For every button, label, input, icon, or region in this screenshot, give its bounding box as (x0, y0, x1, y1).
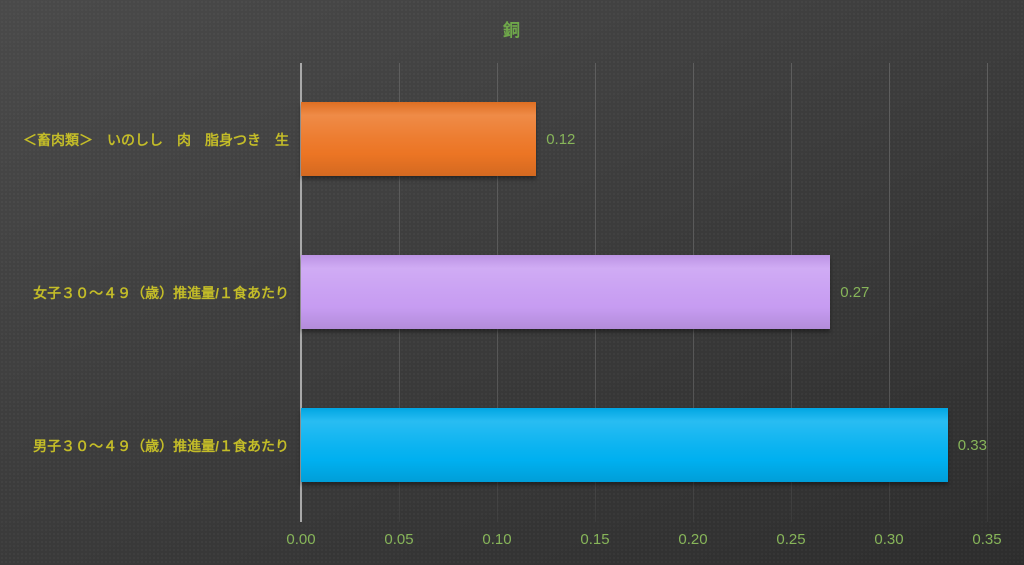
x-tick-label: 0.20 (678, 531, 708, 548)
value-label: 0.12 (546, 130, 576, 148)
x-tick-label: 0.35 (972, 531, 1002, 548)
x-tick-label: 0.30 (874, 531, 904, 548)
bar-row: 0.33 (301, 369, 987, 522)
x-tick-label: 0.00 (286, 531, 316, 548)
value-label: 0.33 (957, 436, 987, 454)
plot-area: 0.12 0.27 0.33 (300, 63, 988, 522)
chart-title: 銅 (503, 21, 521, 40)
x-axis: 0.00 0.05 0.10 0.15 0.20 0.25 0.30 0.35 (0, 531, 1024, 553)
gridline (889, 63, 890, 522)
gridline (987, 63, 988, 522)
value-label: 0.27 (840, 283, 870, 301)
x-tick-label: 0.10 (482, 531, 512, 548)
x-tick-label: 0.05 (384, 531, 414, 548)
bar-male-30-49 (301, 408, 948, 482)
x-tick-label: 0.15 (580, 531, 610, 548)
bar-row: 0.27 (301, 216, 987, 369)
x-tick-label: 0.25 (776, 531, 806, 548)
category-label-female-30-49: 女子３０～４９（歳）推進量/１食あたり (33, 284, 289, 301)
category-label-male-30-49: 男子３０～４９（歳）推進量/１食あたり (33, 437, 289, 454)
category-label-inoshishi: ＜畜肉類＞ いのしし 肉 脂身つき 生 (23, 131, 289, 148)
bar-female-30-49 (301, 255, 831, 329)
bar-inoshishi (301, 102, 537, 176)
bar-row: 0.12 (301, 63, 987, 216)
